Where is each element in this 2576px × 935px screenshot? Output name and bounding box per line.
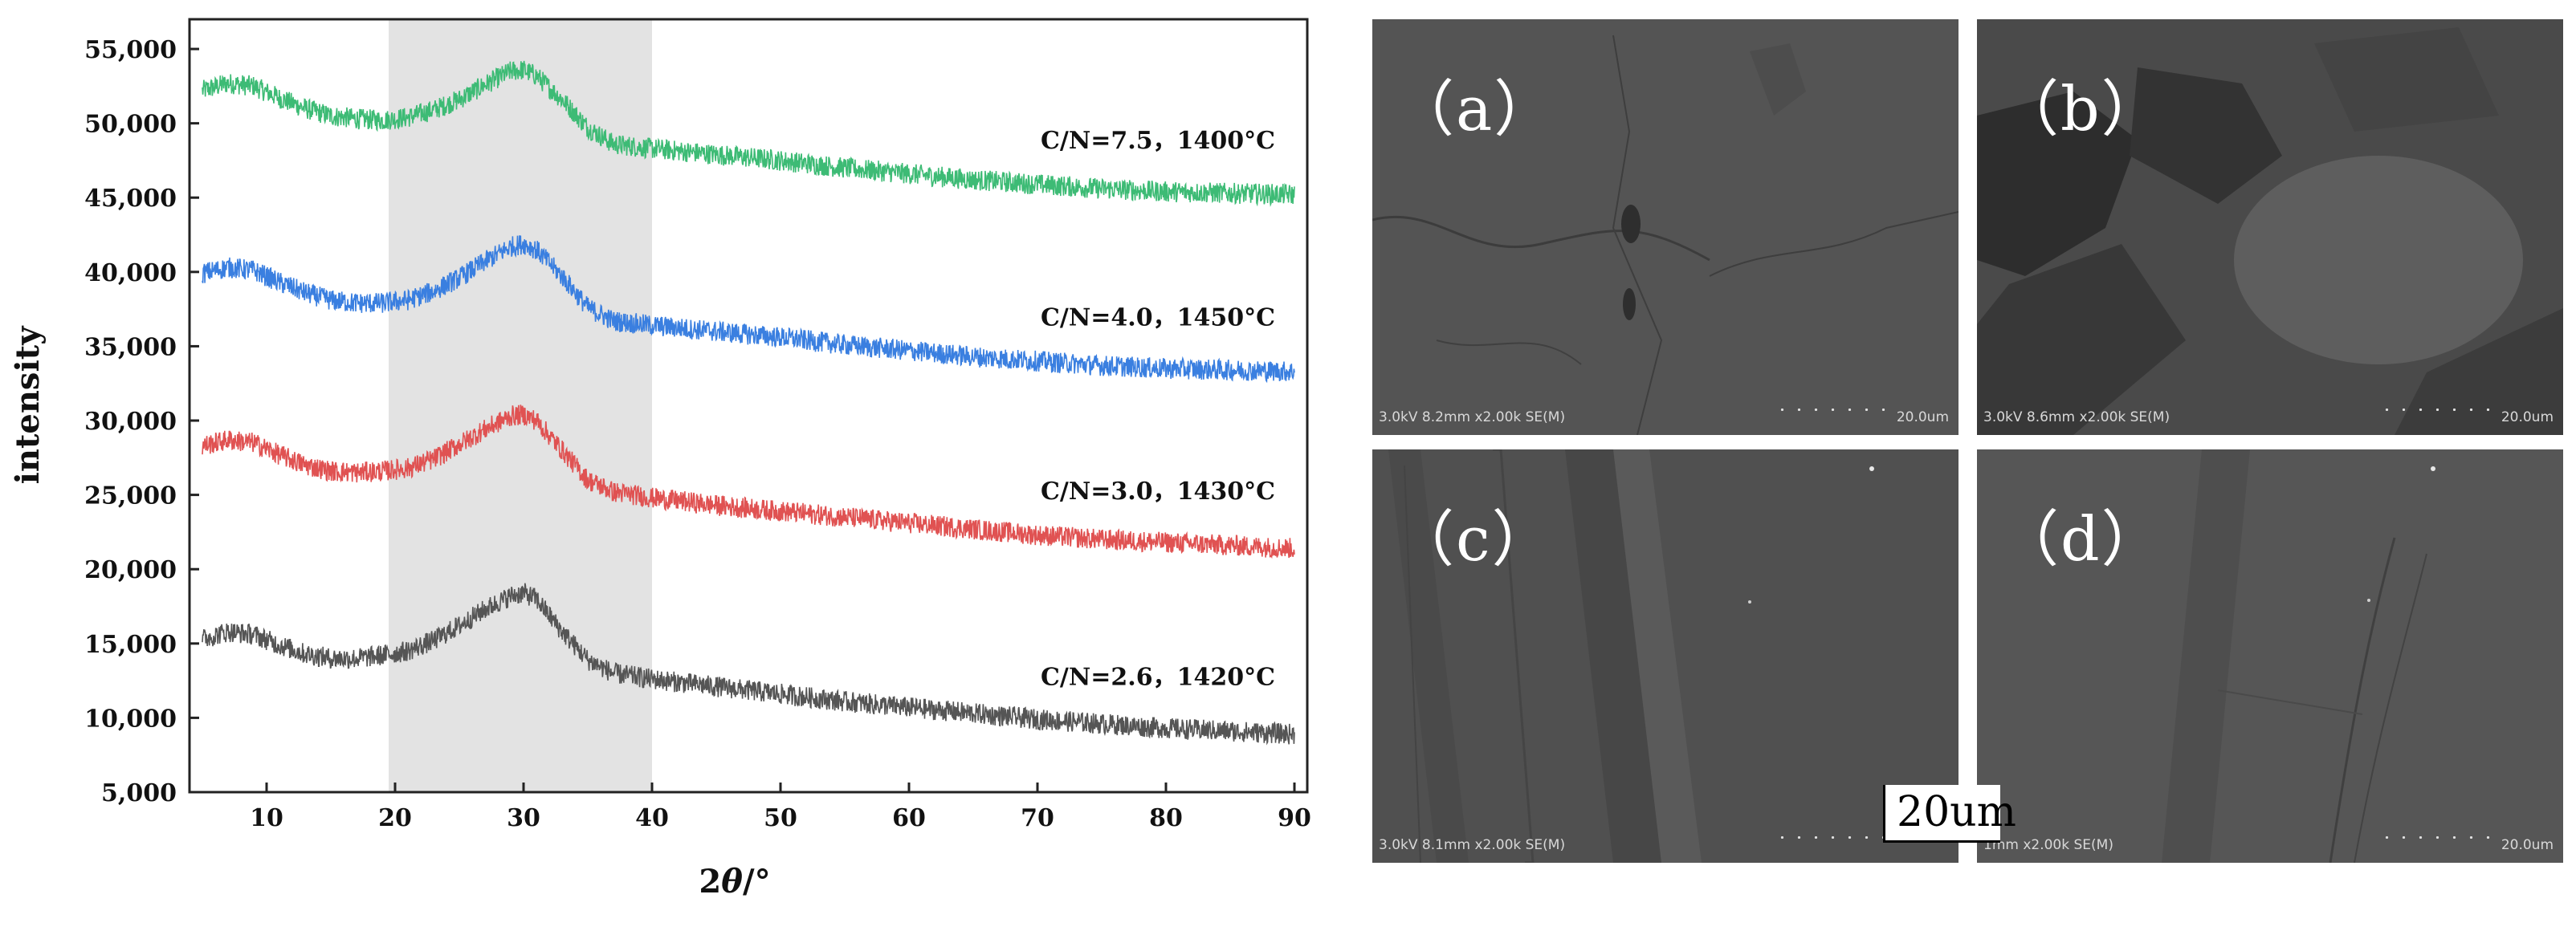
y-tick-label: 25,000 (84, 482, 177, 510)
panel-letter-c: （c） (1393, 503, 1555, 575)
y-tick-label: 15,000 (84, 631, 177, 659)
x-tick-label: 40 (635, 804, 669, 832)
y-tick-label: 55,000 (84, 36, 177, 64)
sem-scale-b: 20.0um (2501, 409, 2554, 425)
x-tick-label: 60 (892, 804, 926, 832)
x-tick-label: 20 (378, 804, 412, 832)
xrd-chart: 10 20 30 40 50 60 70 80 90 5,000 10,000 15,000 20,00… (9, 18, 1311, 900)
series-line-0 (202, 60, 1295, 207)
y-axis-title: intensity (9, 325, 47, 484)
sem-info-b: 3.0kV 8.6mm x2.00k SE(M) (1983, 409, 2170, 425)
sem-info-c: 3.0kV 8.1mm x2.00k SE(M) (1379, 837, 1566, 853)
y-tick-label: 50,000 (84, 111, 177, 139)
scale-bar: 20um (1883, 785, 2016, 843)
scale-dots (1774, 409, 1894, 411)
x-tick-label: 10 (250, 804, 283, 832)
panel-letter-a: （a） (1393, 73, 1557, 144)
y-tick-label: 45,000 (84, 185, 177, 213)
panel-letter-b: （b） (1998, 73, 2164, 144)
series-label-3: C/N=2.6，1420°C (1041, 664, 1275, 692)
x-tick-label: 90 (1278, 804, 1311, 832)
y-tick-label: 30,000 (84, 408, 177, 436)
series-label-0: C/N=7.5，1400°C (1041, 127, 1275, 155)
sem-panel-c: （c） 3.0kV 8.1mm x2.00k SE(M) (1372, 449, 1958, 863)
scale-dots (2378, 836, 2499, 839)
y-tick-label: 40,000 (84, 259, 177, 287)
series-line-2 (202, 404, 1295, 559)
sem-info-d: 1mm x2.00k SE(M) (1983, 837, 2113, 853)
sem-scale-a: 20.0um (1896, 409, 1949, 425)
x-tick-label: 30 (507, 804, 540, 832)
sem-panel-d: （d） 1mm x2.00k SE(M) 20.0um (1977, 449, 2563, 863)
x-axis-title: 2θ/° (699, 863, 770, 900)
scale-dots (2378, 409, 2499, 411)
ticks-layer: 10 20 30 40 50 60 70 80 90 5,000 10,000 15,000 20,00… (84, 36, 1311, 832)
series-label-1: C/N=4.0，1450°C (1041, 303, 1275, 331)
series-label-2: C/N=3.0，1430°C (1041, 478, 1275, 506)
sem-scale-d: 20.0um (2501, 837, 2554, 853)
x-tick-label: 80 (1149, 804, 1183, 832)
x-tick-label: 50 (764, 804, 797, 832)
y-tick-label: 5,000 (101, 779, 177, 807)
sem-info-a: 3.0kV 8.2mm x2.00k SE(M) (1379, 409, 1566, 425)
y-tick-label: 35,000 (84, 333, 177, 361)
x-tick-label: 70 (1021, 804, 1054, 832)
series-line-1 (202, 235, 1295, 384)
sem-panel-a: （a） 3.0kV 8.2mm x2.00k SE(M) 20.0um (1372, 19, 1958, 435)
plot-frame (188, 18, 1309, 794)
scale-dots (1774, 836, 1894, 839)
sem-panel-b: （b） 3.0kV 8.6mm x2.00k SE(M) 20.0um (1977, 19, 2563, 435)
series-layer (202, 60, 1295, 746)
scale-bar-label: 20um (1897, 788, 2016, 836)
y-tick-label: 10,000 (84, 705, 177, 733)
y-tick-label: 20,000 (84, 556, 177, 584)
series-line-3 (202, 583, 1295, 746)
series-label-layer: C/N=7.5，1400°C C/N=4.0，1450°C C/N=3.0，1430… (1041, 127, 1275, 692)
panel-letter-d: （d） (1998, 503, 2164, 575)
